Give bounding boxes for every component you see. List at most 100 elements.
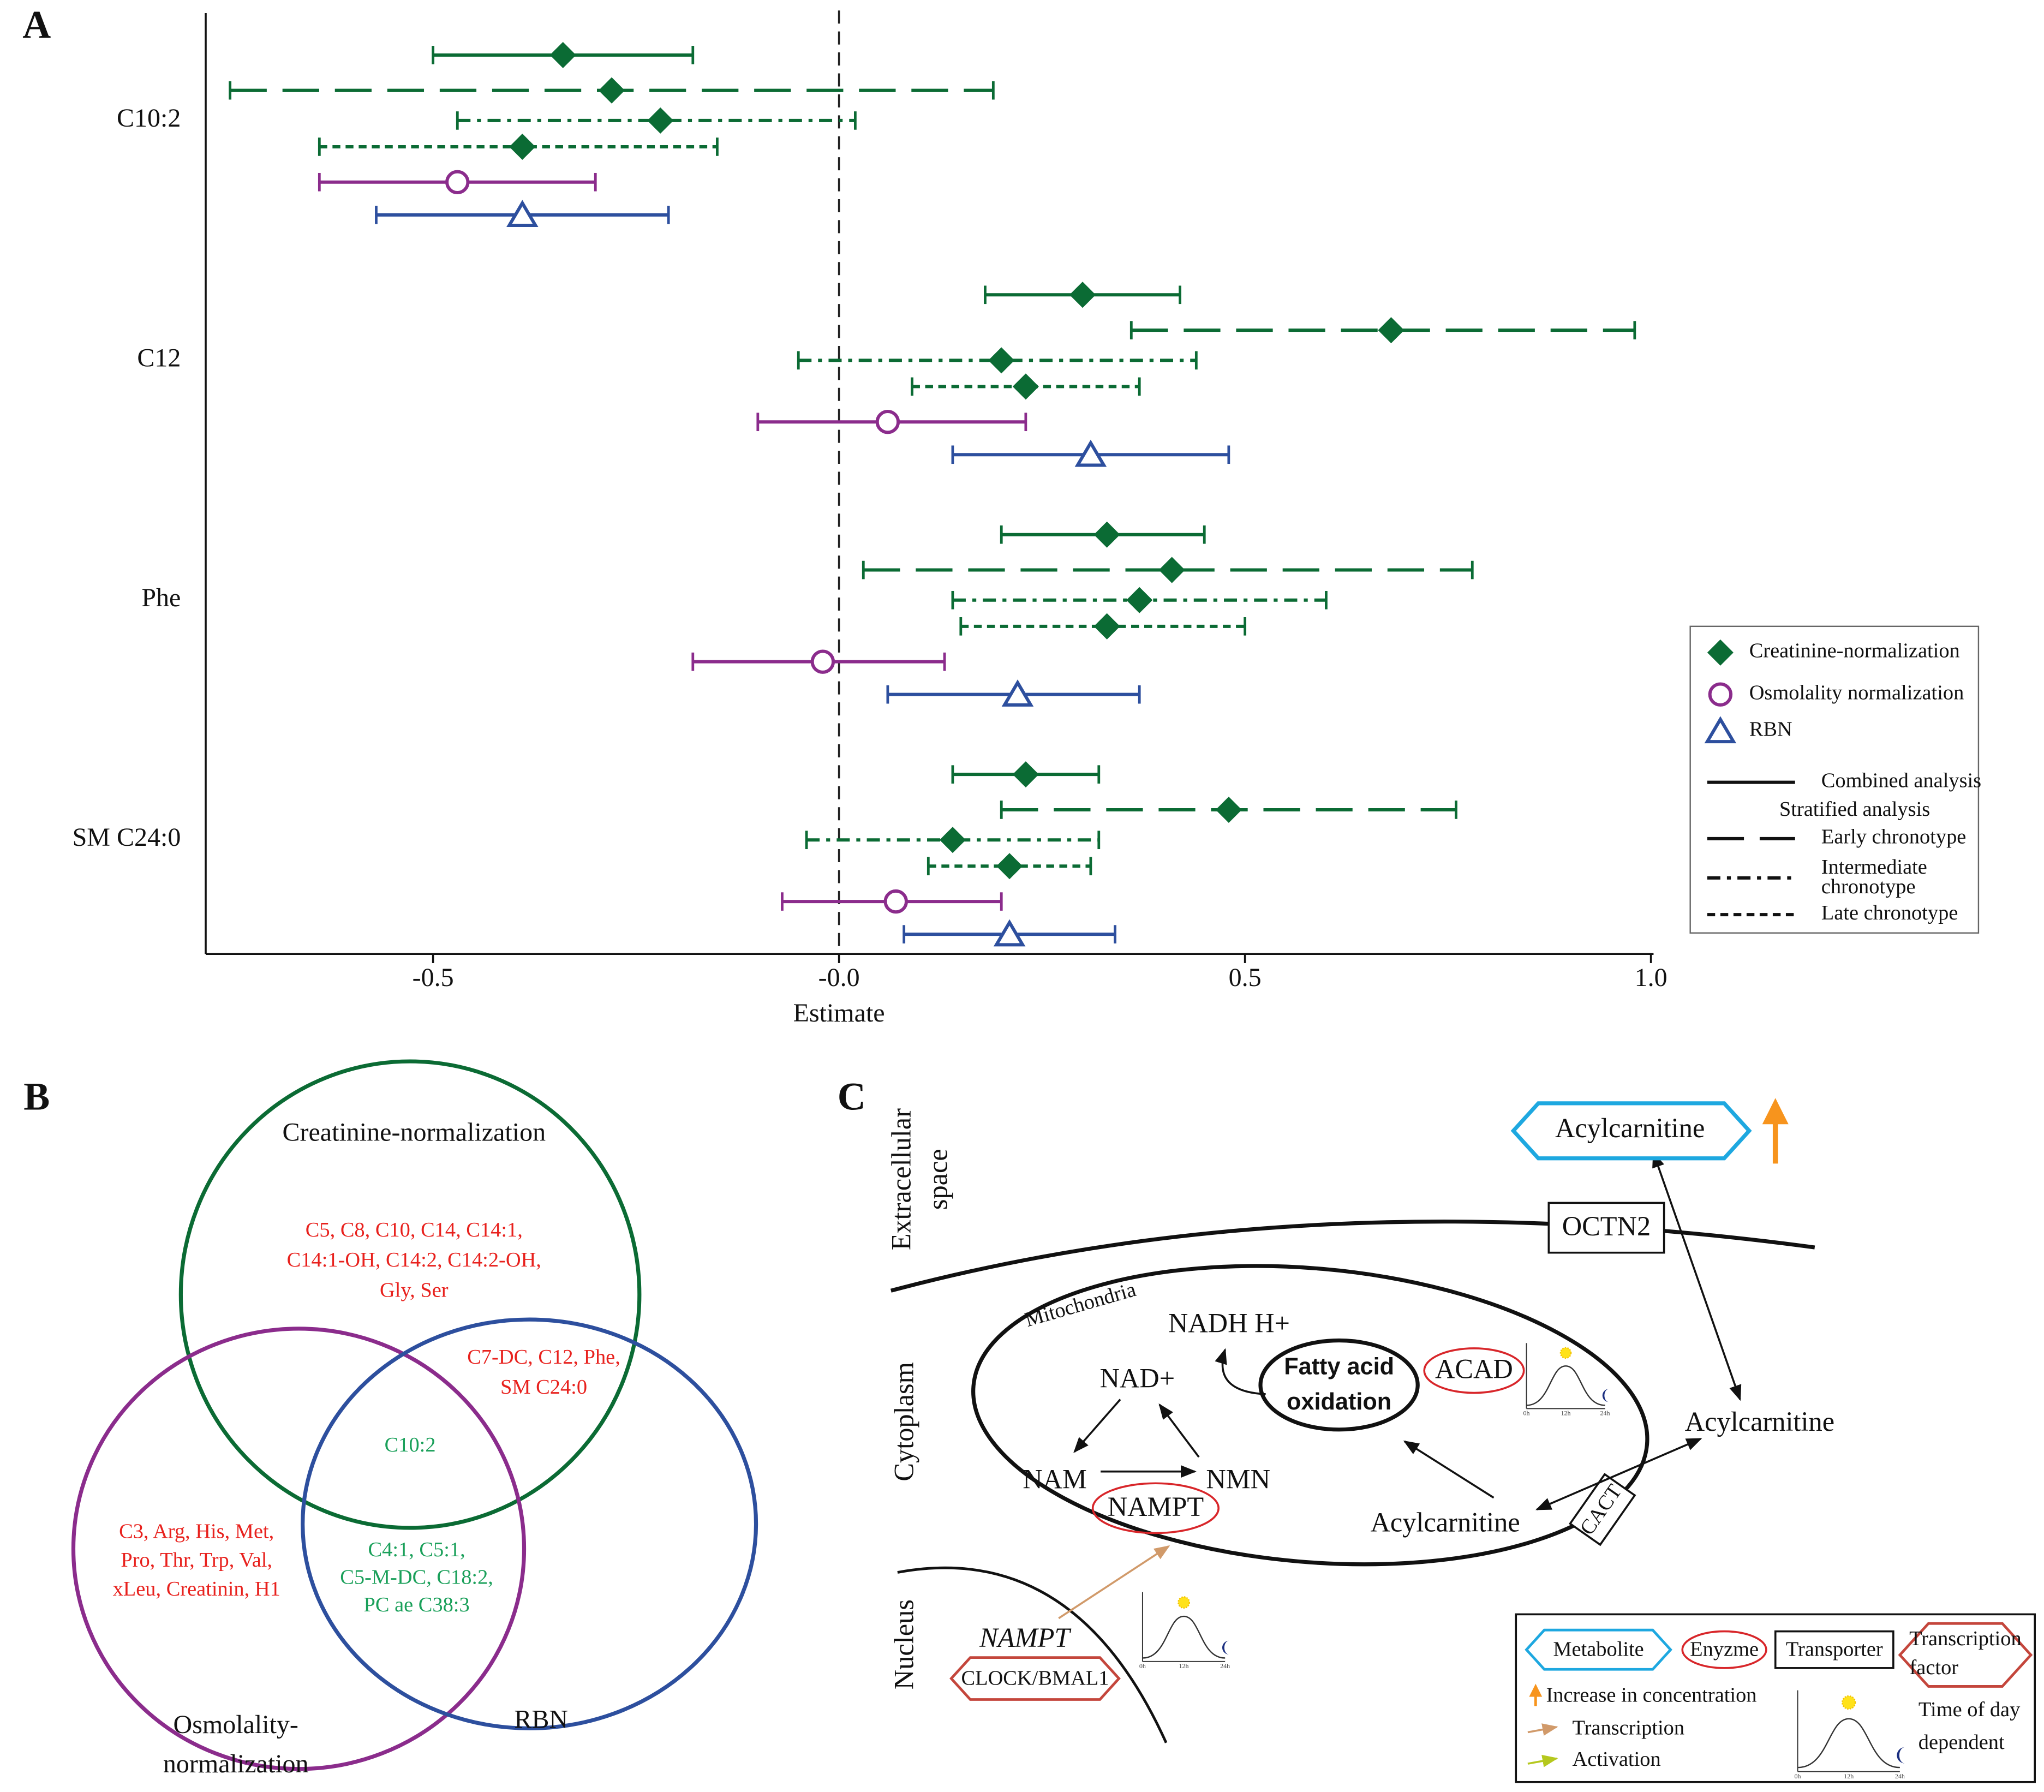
legend-box [1689, 625, 1980, 934]
category-label: C10:2 [117, 104, 181, 133]
point [647, 107, 674, 134]
category-label: Phe [141, 583, 181, 612]
reaction-arrow [1158, 1403, 1200, 1458]
legend-activation-arrow [1527, 1754, 1558, 1767]
panel-label: B [23, 1075, 50, 1119]
hexagon [949, 1656, 1121, 1701]
icon-sun [1559, 1347, 1572, 1359]
point [1093, 521, 1120, 548]
point [598, 77, 625, 104]
x-tick-label: -0.5 [413, 963, 454, 992]
x-tick-label: 0.5 [1229, 963, 1262, 992]
metabolite-label: Acylcarnitine [1685, 1406, 1834, 1437]
set-label: RBN [514, 1705, 568, 1734]
point [1012, 373, 1039, 400]
point [1378, 317, 1404, 344]
metabolite-label: NADH H+ [1168, 1308, 1290, 1339]
icon-tick: 0h [1795, 1772, 1801, 1780]
point [996, 853, 1023, 880]
region-label: xLeu, Creatinin, H1 [113, 1578, 280, 1600]
region-label: C7-DC, C12, Phe, [467, 1346, 620, 1369]
region-label: Gly, Ser [380, 1279, 449, 1301]
icon-sun [1842, 1695, 1856, 1710]
legend-marker [1708, 682, 1733, 707]
point [1001, 679, 1034, 707]
icon-tick: 12h [1844, 1772, 1854, 1780]
legend-label: Osmolality normalization [1749, 681, 1964, 704]
legend-label: Intermediate [1821, 856, 1927, 879]
point [1215, 796, 1242, 823]
legend-label: Late chronotype [1821, 901, 1958, 924]
panel-label: C [838, 1075, 866, 1119]
point [549, 41, 576, 68]
legend-label: Metabolite [1553, 1638, 1643, 1660]
legend-label: Transporter [1786, 1638, 1883, 1660]
metabolite-label: Acylcarnitine [1370, 1507, 1520, 1538]
icon-moon [1897, 1747, 1905, 1764]
point [993, 919, 1026, 947]
panel-label: A [22, 3, 51, 46]
transport-arrow [1535, 1437, 1702, 1510]
metabolite-label: NAD+ [1099, 1363, 1175, 1394]
point [1069, 282, 1096, 308]
gene-label: NAMPT [979, 1622, 1072, 1653]
legend-marker [1704, 716, 1737, 744]
metabolite-label: NMN [1206, 1464, 1270, 1494]
legend-header: Stratified analysis [1779, 798, 1930, 821]
venn-set [71, 1327, 527, 1771]
process-label: Fatty acid [1284, 1353, 1394, 1379]
point [1158, 557, 1185, 583]
metabolite-label: Acylcarnitine [1555, 1113, 1705, 1143]
legend-label: Enyzme [1690, 1638, 1759, 1660]
icon-sun [1178, 1596, 1190, 1609]
category-label: C12 [137, 343, 181, 372]
icon-tick: 12h [1561, 1409, 1571, 1417]
icon-curve [1526, 1365, 1605, 1406]
point [810, 649, 835, 674]
icon-tick: 12h [1179, 1662, 1189, 1670]
compartment-label: Nucleus [888, 1599, 919, 1689]
point [883, 889, 909, 914]
icon-moon [1602, 1389, 1609, 1402]
compartment-label: Extracellular [886, 1108, 916, 1250]
hexagon [1898, 1622, 2033, 1688]
transcription-arrow [1058, 1545, 1170, 1620]
hexagon [1510, 1101, 1752, 1161]
hexagon [1525, 1628, 1672, 1671]
category-label: SM C24:0 [73, 823, 181, 852]
point [875, 410, 900, 434]
point [1126, 587, 1153, 613]
process-label: oxidation [1287, 1389, 1391, 1415]
icon-moon [1222, 1640, 1229, 1655]
enzyme-node [1423, 1347, 1525, 1394]
legend-transporter [1774, 1630, 1894, 1669]
region-label: C14:1-OH, C14:2, C14:2-OH, [287, 1249, 541, 1271]
compartment-label: space [923, 1149, 953, 1210]
icon-curve [1142, 1615, 1226, 1659]
x-axis-label: Estimate [793, 999, 885, 1028]
venn-set [301, 1317, 758, 1730]
reaction-arrow [1215, 1348, 1266, 1395]
legend-label: Creatinine-normalization [1749, 640, 1960, 662]
point [1074, 439, 1107, 467]
enzyme-label: NAMPT [1108, 1491, 1204, 1522]
transporter-label: OCTN2 [1562, 1211, 1651, 1241]
transport-arrow [1652, 1151, 1742, 1401]
x-tick-label: -0.0 [818, 963, 860, 992]
legend-label: RBN [1749, 718, 1792, 741]
legend-label: Transcription [1909, 1627, 2022, 1650]
compartment-label: Cytoplasm [888, 1362, 919, 1481]
legend-enzyme [1681, 1630, 1767, 1669]
reaction-arrow [1403, 1440, 1495, 1499]
region-label: C4:1, C5:1, [368, 1538, 465, 1561]
set-label: Creatinine-normalization [282, 1118, 546, 1147]
set-label: Osmolality- [174, 1710, 298, 1739]
metabolite-label: NAM [1023, 1464, 1087, 1494]
point [509, 133, 536, 160]
enzyme-label: ACAD [1435, 1354, 1513, 1384]
venn-set [178, 1059, 642, 1530]
x-tick-label: 1.0 [1635, 963, 1668, 992]
region-label: C10:2 [385, 1433, 436, 1456]
legend-transcription-arrow [1527, 1723, 1558, 1736]
